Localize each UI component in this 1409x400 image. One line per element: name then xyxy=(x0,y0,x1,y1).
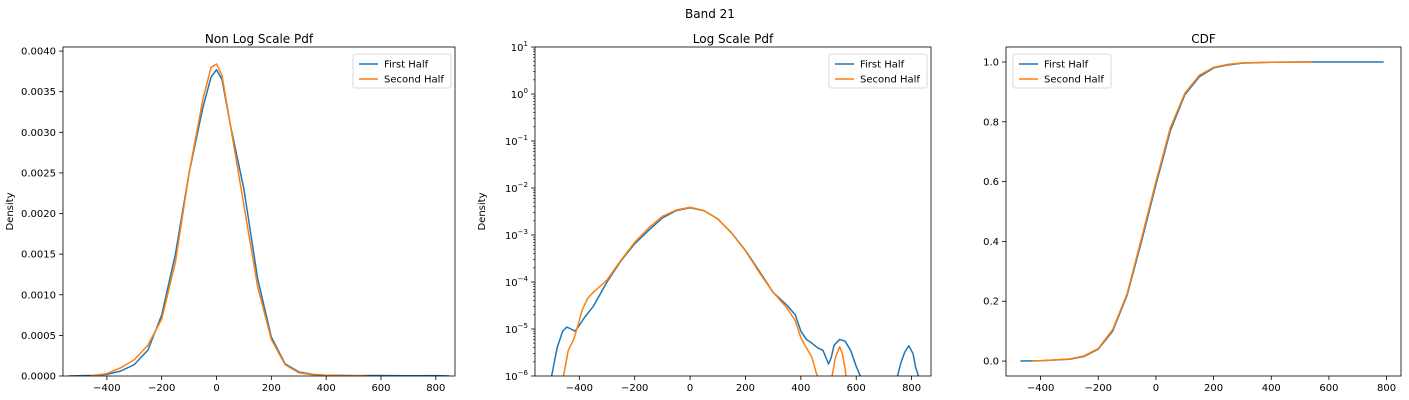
y-tick-exponent: −3 xyxy=(518,228,528,236)
x-tick-label: 400 xyxy=(791,383,810,394)
y-tick-base: 10 xyxy=(511,90,524,101)
x-tick-label: 800 xyxy=(902,383,921,394)
y-tick-exponent: −2 xyxy=(518,181,528,189)
x-tick-label: 600 xyxy=(371,383,390,394)
series-line-second-half xyxy=(1031,61,1312,362)
x-tick-label: −200 xyxy=(621,383,648,394)
y-tick-exponent: −6 xyxy=(518,369,529,377)
y-tick-label: 0.0000 xyxy=(21,372,56,383)
x-tick-label: 200 xyxy=(1204,383,1223,394)
y-tick-label: 0.0025 xyxy=(21,168,56,179)
y-tick-base: 10 xyxy=(505,372,518,383)
y-tick-base: 10 xyxy=(505,184,518,195)
x-tick-label: 800 xyxy=(1377,383,1396,394)
x-tick-label: 600 xyxy=(847,383,866,394)
y-tick-base: 10 xyxy=(511,43,524,54)
y-tick-label: 10−5 xyxy=(505,322,528,336)
legend: First Half Second Half xyxy=(828,53,928,89)
figure-suptitle: Band 21 xyxy=(685,7,735,21)
y-tick-label: 10−3 xyxy=(505,228,528,242)
y-tick-label: 101 xyxy=(511,40,528,54)
y-tick-label: 0.0005 xyxy=(21,331,56,342)
y-tick-base: 10 xyxy=(505,137,518,148)
x-tick-label: 0 xyxy=(1153,383,1159,394)
series-line-second-half xyxy=(90,63,368,376)
y-tick-label: 0.0040 xyxy=(21,47,56,58)
legend-label: Second Half xyxy=(860,75,920,86)
y-tick-base: 10 xyxy=(505,325,518,336)
y-tick-label: 100 xyxy=(511,87,528,101)
x-tick-label: −400 xyxy=(566,383,593,394)
x-tick-label: −400 xyxy=(93,383,120,394)
legend: First Half Second Half xyxy=(1012,53,1112,89)
x-tick-label: 0 xyxy=(687,383,693,394)
x-tick-label: 400 xyxy=(317,383,336,394)
series-group xyxy=(68,63,450,376)
y-tick-exponent: 1 xyxy=(524,40,528,48)
y-tick-label: 0.4 xyxy=(983,237,999,248)
subplot-3: CDF −400 −200 0 200 400 600 800 0.0 0.2 0.4 0.6 0.8 1… xyxy=(983,32,1402,394)
y-tick-label: 1.0 xyxy=(983,57,999,68)
x-tick-label: 800 xyxy=(426,383,445,394)
series-line-first-half xyxy=(1020,61,1384,362)
y-tick-label: 0.0 xyxy=(983,357,999,368)
subplot-1: Non Log Scale Pdf Density −400 −200 0 200 400 6… xyxy=(5,32,456,394)
y-tick-label: 0.8 xyxy=(983,117,999,128)
series-line-first-half xyxy=(68,69,450,376)
x-tick-label: 200 xyxy=(736,383,755,394)
legend-label: First Half xyxy=(860,60,905,71)
y-tick-label: 10−4 xyxy=(505,275,529,289)
y-tick-label: 0.0030 xyxy=(21,128,56,139)
axes-frame xyxy=(534,46,932,377)
y-axis-label: Density xyxy=(5,192,16,230)
legend-label: First Half xyxy=(384,60,429,71)
y-tick-exponent: −4 xyxy=(518,275,529,283)
series-group xyxy=(1020,61,1384,362)
y-tick-base: 10 xyxy=(505,278,518,289)
series-group xyxy=(550,206,920,376)
legend-label: First Half xyxy=(1044,60,1089,71)
y-tick-label: 0.6 xyxy=(983,177,999,188)
axes-frame xyxy=(1005,46,1402,377)
y-tick-base: 10 xyxy=(505,231,518,242)
x-tick-label: −400 xyxy=(1027,383,1054,394)
axes-frame xyxy=(62,46,456,377)
y-tick-exponent: −1 xyxy=(518,134,528,142)
series-line-first-half xyxy=(550,207,862,376)
x-tick-label: 600 xyxy=(1319,383,1338,394)
x-tick-label: −200 xyxy=(1085,383,1112,394)
y-tick-label: 0.0010 xyxy=(21,290,56,301)
series-line-first-half xyxy=(896,345,920,376)
x-tick-label: −200 xyxy=(148,383,175,394)
subplot-2: Log Scale Pdf Density −400 −200 0 200 400 600 80… xyxy=(477,32,932,394)
chart-title: Non Log Scale Pdf xyxy=(205,32,314,46)
chart-title: Log Scale Pdf xyxy=(693,32,774,46)
y-tick-exponent: 0 xyxy=(524,87,528,95)
series-line-second-half xyxy=(562,206,819,376)
y-tick-label: 0.2 xyxy=(983,297,999,308)
x-tick-label: 0 xyxy=(213,383,219,394)
legend-label: Second Half xyxy=(1044,75,1104,86)
y-tick-label: 10−6 xyxy=(505,369,529,383)
x-tick-label: 200 xyxy=(262,383,281,394)
y-tick-exponent: −5 xyxy=(518,322,528,330)
y-tick-label: 0.0035 xyxy=(21,87,56,98)
legend: First Half Second Half xyxy=(352,53,452,89)
y-tick-label: 10−1 xyxy=(505,134,528,148)
legend-label: Second Half xyxy=(384,75,444,86)
x-tick-label: 400 xyxy=(1262,383,1281,394)
y-tick-label: 0.0020 xyxy=(21,209,56,220)
y-tick-label: 0.0015 xyxy=(21,250,56,261)
y-tick-label: 10−2 xyxy=(505,181,528,195)
chart-title: CDF xyxy=(1191,32,1216,46)
y-axis-label: Density xyxy=(477,192,488,230)
series-line-second-half xyxy=(831,345,847,376)
